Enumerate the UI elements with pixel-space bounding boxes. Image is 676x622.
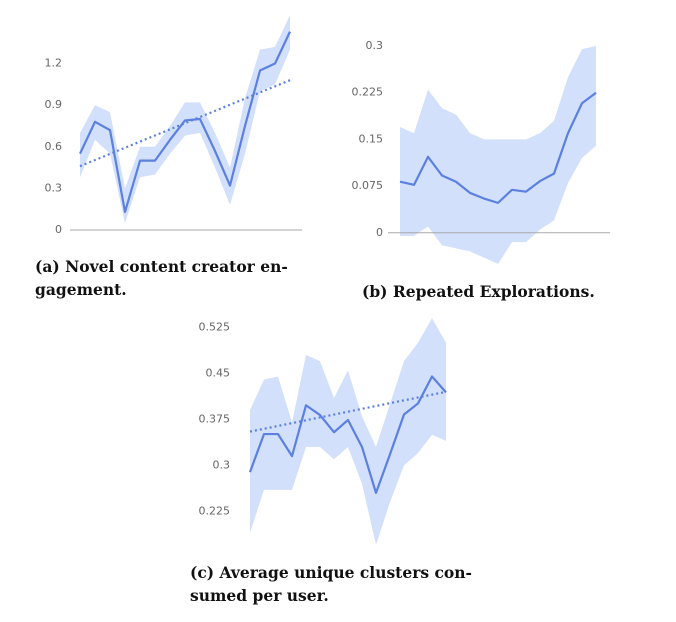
y-tick-label: 0.225 (199, 504, 231, 517)
caption: (a) Novel content creator en- (35, 257, 288, 276)
caption: gagement. (35, 280, 127, 299)
line (248, 375, 447, 495)
y-tick-label: 0.6 (45, 140, 63, 153)
caption: sumed per user. (190, 586, 329, 605)
y-tick-label: 1.2 (45, 57, 63, 70)
y-tick-label: 0.075 (352, 179, 384, 192)
y-tick-label: 0.375 (199, 412, 231, 425)
caption: (c) Average unique clusters con- (190, 563, 472, 582)
y-tick-label: 0.525 (199, 320, 231, 333)
y-tick-label: 0.45 (206, 366, 231, 379)
trend-line (249, 390, 447, 433)
y-tick-label: 0.3 (213, 458, 231, 471)
line (79, 31, 291, 214)
y-tick-label: 0.225 (352, 86, 384, 99)
y-tick-label: 0.15 (359, 132, 384, 145)
y-tick-label: 0.3 (366, 39, 384, 52)
y-tick-label: 0 (55, 223, 62, 236)
caption: (b) Repeated Explorations. (362, 282, 595, 301)
confidence-band (400, 46, 596, 264)
y-tick-label: 0 (376, 226, 383, 239)
y-tick-label: 0.3 (45, 181, 63, 194)
confidence-band (250, 318, 446, 545)
y-tick-label: 0.9 (45, 98, 63, 111)
confidence-band (80, 15, 290, 224)
line (399, 91, 597, 204)
